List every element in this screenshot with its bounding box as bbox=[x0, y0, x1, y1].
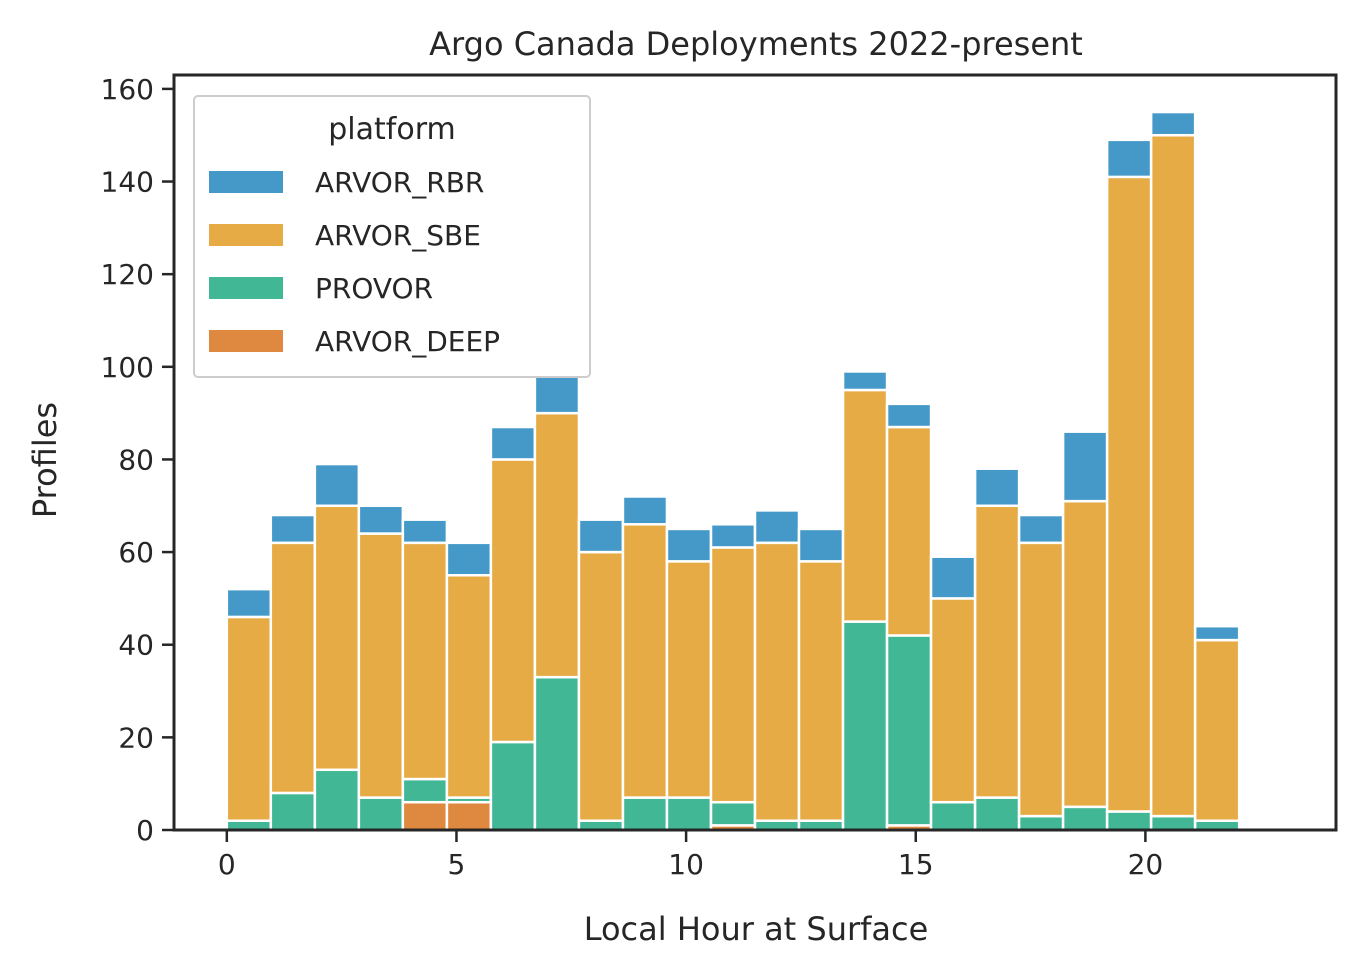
bar-provor-bin-2 bbox=[313, 768, 361, 832]
legend-title: platform bbox=[328, 112, 455, 147]
bar-arvor-sbe-bin-9 bbox=[621, 523, 669, 799]
bar-arvor-sbe-bin-2 bbox=[313, 504, 361, 772]
legend-label-arvor-deep: ARVOR_DEEP bbox=[315, 325, 500, 358]
bar-arvor-sbe-bin-3 bbox=[357, 532, 405, 799]
bar-arvor-sbe-bin-19 bbox=[1061, 499, 1109, 809]
bar-arvor-rbr-bin-2 bbox=[313, 462, 361, 508]
bar-arvor-sbe-bin-4 bbox=[401, 541, 449, 781]
bar-arvor-rbr-bin-12 bbox=[753, 509, 801, 545]
bar-arvor-sbe-bin-15 bbox=[885, 425, 933, 637]
x-tick-label: 10 bbox=[668, 848, 704, 881]
bar-arvor-sbe-bin-17 bbox=[973, 504, 1021, 799]
bar-arvor-sbe-bin-22 bbox=[1193, 638, 1241, 822]
bar-arvor-sbe-bin-21 bbox=[1149, 133, 1197, 818]
legend-swatch-arvor-rbr bbox=[209, 171, 283, 193]
bar-arvor-rbr-bin-13 bbox=[797, 527, 845, 563]
bar-arvor-rbr-bin-14 bbox=[841, 370, 889, 392]
bar-arvor-rbr-bin-0 bbox=[225, 587, 273, 619]
bar-provor-bin-1 bbox=[269, 791, 317, 832]
bar-arvor-sbe-bin-7 bbox=[533, 411, 581, 679]
bar-arvor-rbr-bin-9 bbox=[621, 495, 669, 526]
legend-label-arvor-sbe: ARVOR_SBE bbox=[315, 219, 481, 252]
bar-provor-bin-21 bbox=[1149, 814, 1197, 832]
legend-label-provor: PROVOR bbox=[315, 272, 433, 305]
bar-arvor-sbe-bin-10 bbox=[665, 560, 713, 799]
legend-items: ARVOR_RBR ARVOR_SBE PROVOR ARVOR_DEEP bbox=[209, 166, 500, 358]
bar-arvor-rbr-bin-6 bbox=[489, 425, 537, 461]
legend-frame bbox=[193, 95, 591, 378]
axes-group: 0 5 10 15 20 0 20 40 60 80 100 120 140 160 bbox=[101, 73, 1338, 881]
bar-provor-bin-14 bbox=[841, 620, 889, 832]
y-axis-label: Profiles bbox=[26, 402, 64, 518]
x-tick-label: 0 bbox=[218, 848, 236, 881]
bar-provor-bin-9 bbox=[621, 796, 669, 832]
bar-arvor-rbr-bin-19 bbox=[1061, 430, 1109, 503]
bar-arvor-sbe-bin-0 bbox=[225, 615, 273, 822]
bar-arvor-sbe-bin-1 bbox=[269, 541, 317, 795]
bar-arvor-rbr-bin-4 bbox=[401, 518, 449, 545]
bar-provor-bin-7 bbox=[533, 675, 581, 832]
bar-arvor-sbe-bin-8 bbox=[577, 550, 625, 822]
bar-arvor-rbr-bin-5 bbox=[445, 541, 493, 577]
bar-arvor-rbr-bin-11 bbox=[709, 523, 757, 549]
bar-arvor-rbr-bin-1 bbox=[269, 513, 317, 545]
bar-provor-bin-3 bbox=[357, 796, 405, 832]
bar-provor-bin-4 bbox=[401, 777, 449, 804]
bar-arvor-rbr-bin-22 bbox=[1193, 624, 1241, 642]
bar-arvor-sbe-bin-6 bbox=[489, 458, 537, 744]
bar-provor-bin-19 bbox=[1061, 805, 1109, 832]
y-tick-label: 160 bbox=[101, 73, 154, 106]
bar-provor-bin-20 bbox=[1105, 810, 1153, 832]
y-tick-label: 0 bbox=[136, 814, 154, 847]
legend-swatch-arvor-sbe bbox=[209, 224, 283, 246]
bar-provor-bin-18 bbox=[1017, 814, 1065, 832]
bar-arvor-sbe-bin-13 bbox=[797, 560, 845, 822]
bar-provor-bin-11 bbox=[709, 800, 757, 827]
y-tick-label: 20 bbox=[118, 721, 154, 754]
x-axis-label: Local Hour at Surface bbox=[584, 910, 929, 948]
bar-arvor-deep-bin-5 bbox=[445, 800, 493, 832]
bar-provor-bin-15 bbox=[885, 634, 933, 827]
bar-arvor-rbr-bin-16 bbox=[929, 555, 977, 600]
bar-provor-bin-6 bbox=[489, 740, 537, 832]
legend: platform ARVOR_RBR ARVOR_SBE PROVOR ARVOR_D… bbox=[193, 95, 591, 378]
y-tick-label: 140 bbox=[101, 166, 154, 199]
bar-arvor-sbe-bin-11 bbox=[709, 546, 757, 804]
y-tick-label: 80 bbox=[118, 443, 154, 476]
bar-arvor-rbr-bin-20 bbox=[1105, 138, 1153, 179]
bar-arvor-rbr-bin-17 bbox=[973, 467, 1021, 508]
y-tick-label: 120 bbox=[101, 258, 154, 291]
bar-arvor-rbr-bin-10 bbox=[665, 527, 713, 563]
bar-provor-bin-17 bbox=[973, 796, 1021, 832]
bar-arvor-deep-bin-4 bbox=[401, 800, 449, 832]
bar-provor-bin-10 bbox=[665, 796, 713, 832]
bar-arvor-sbe-bin-14 bbox=[841, 388, 889, 623]
bar-arvor-sbe-bin-18 bbox=[1017, 541, 1065, 818]
bar-arvor-rbr-bin-7 bbox=[533, 374, 581, 415]
x-tick-label: 20 bbox=[1128, 848, 1164, 881]
bar-arvor-sbe-bin-12 bbox=[753, 541, 801, 822]
legend-swatch-provor bbox=[209, 277, 283, 299]
bar-arvor-rbr-bin-21 bbox=[1149, 110, 1197, 137]
legend-label-arvor-rbr: ARVOR_RBR bbox=[315, 166, 484, 199]
chart-title: Argo Canada Deployments 2022-present bbox=[429, 25, 1083, 63]
bar-provor-bin-16 bbox=[929, 800, 977, 832]
bar-arvor-rbr-bin-3 bbox=[357, 504, 405, 535]
bar-arvor-sbe-bin-5 bbox=[445, 573, 493, 799]
bar-arvor-sbe-bin-16 bbox=[929, 597, 977, 804]
bar-arvor-sbe-bin-20 bbox=[1105, 175, 1153, 813]
x-tick-label: 5 bbox=[448, 848, 466, 881]
bar-arvor-rbr-bin-8 bbox=[577, 518, 625, 554]
y-tick-label: 40 bbox=[118, 629, 154, 662]
x-tick-label: 15 bbox=[898, 848, 934, 881]
y-tick-label: 60 bbox=[118, 536, 154, 569]
y-tick-label: 100 bbox=[101, 351, 154, 384]
bar-arvor-rbr-bin-15 bbox=[885, 402, 933, 429]
plot-frame bbox=[172, 73, 1338, 832]
legend-swatch-arvor-deep bbox=[209, 330, 283, 352]
bar-arvor-rbr-bin-18 bbox=[1017, 513, 1065, 545]
